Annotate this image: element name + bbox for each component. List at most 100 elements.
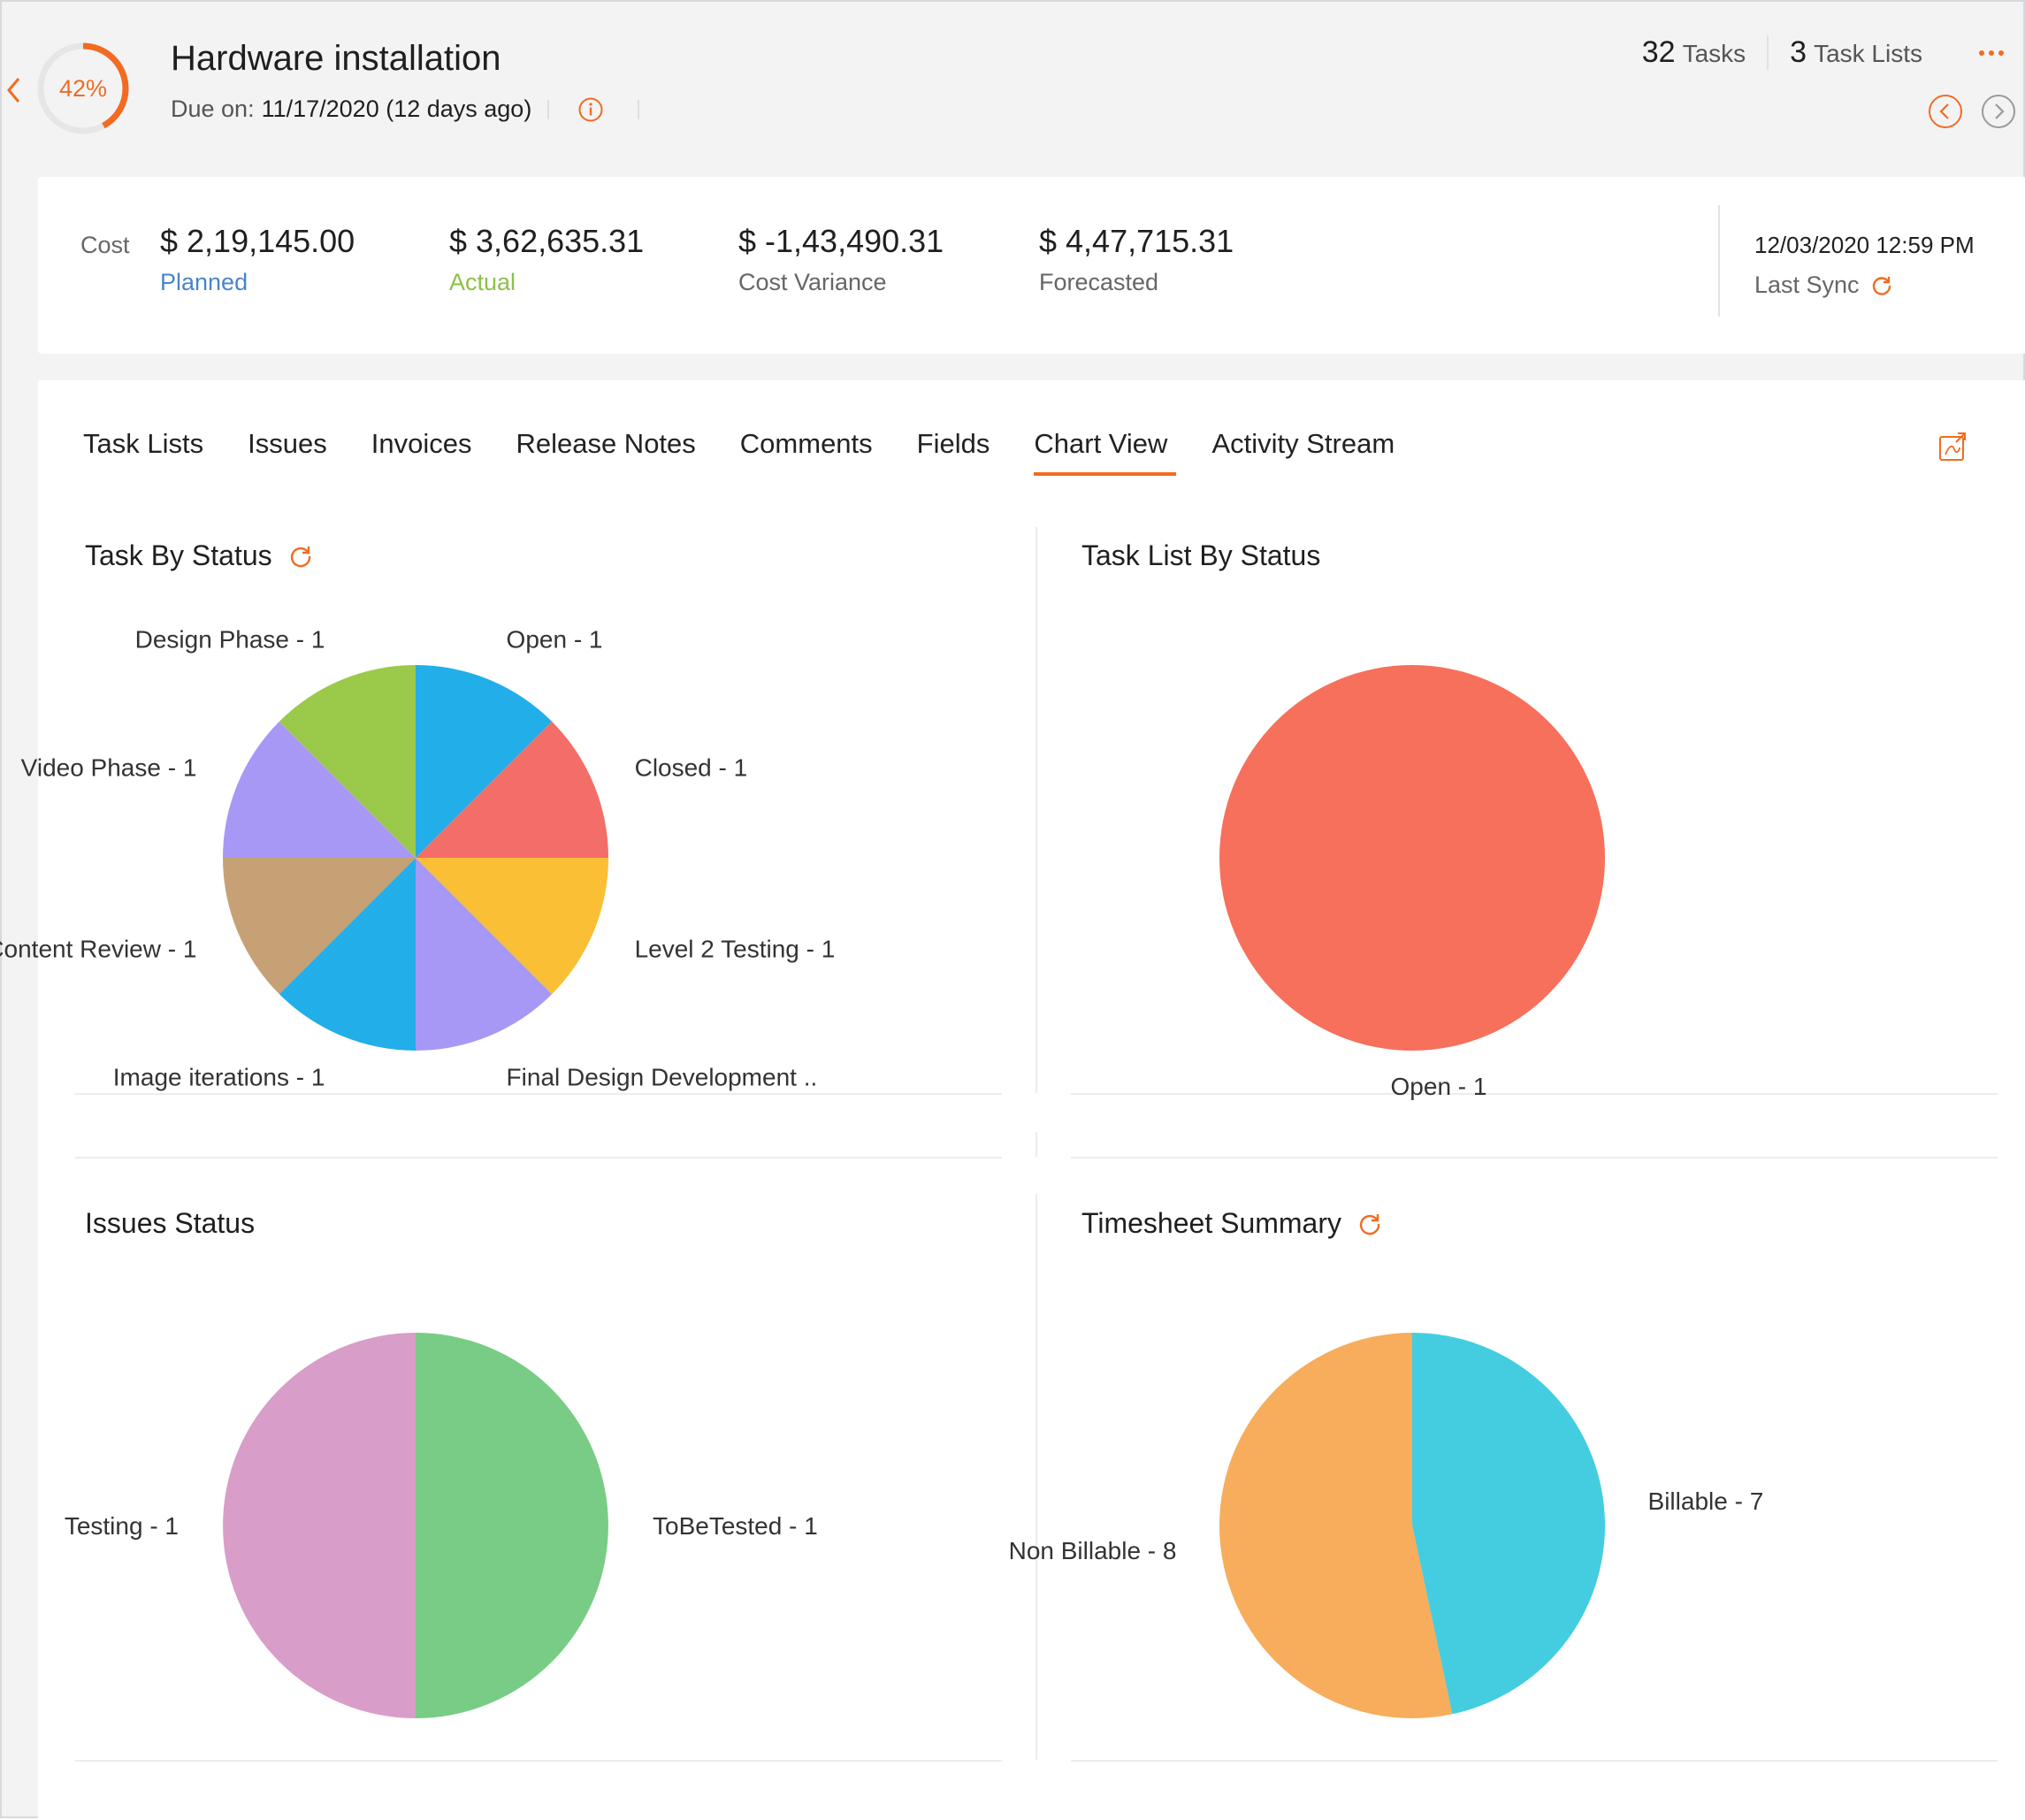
more-options-icon[interactable] [1977, 46, 2006, 60]
progress-percent: 42% [58, 74, 108, 102]
tab-task-lists[interactable]: Task Lists [83, 428, 204, 459]
export-pdf-icon[interactable] [1937, 430, 1970, 463]
last-sync: 12/03/2020 12:59 PM Last Sync [1754, 232, 1975, 299]
cost-variance-label: Cost Variance [738, 269, 887, 295]
divider [1071, 1093, 1998, 1095]
pie-slice-label: Testing - 1 [65, 1512, 179, 1540]
tasks-count-label: Tasks [1682, 40, 1746, 67]
pie-slice[interactable] [416, 858, 608, 995]
divider [1071, 1760, 1998, 1762]
tasklists-count-number: 3 [1790, 35, 1807, 69]
divider [638, 99, 640, 119]
project-counts: 32 Tasks 3 Task Lists [1621, 35, 1944, 70]
divider [1071, 1157, 1998, 1159]
pie-slice[interactable] [416, 1333, 608, 1718]
planned-cost: $ 2,19,145.00 Planned [160, 223, 355, 296]
tasklists-count[interactable]: 3 Task Lists [1767, 35, 1944, 70]
pie-slice[interactable] [223, 721, 416, 858]
pie-slice-label: Content Review - 1 [0, 936, 196, 963]
pie-chart: Billable - 7 Non Billable - 8 [1009, 1333, 1763, 1718]
tasks-count-number: 32 [1641, 35, 1676, 69]
due-date-row: Due on: 11/17/2020 (12 days ago) [171, 96, 640, 123]
pie-slice[interactable] [279, 665, 416, 858]
chart-issues-status: Issues Status ToBeTested - 1 Testing - 1 [65, 1207, 1002, 1755]
pie-chart: ToBeTested - 1 Testing - 1 [65, 1333, 818, 1718]
pie-slice[interactable] [1219, 1333, 1453, 1718]
pie-slice-label: Open - 1 [1391, 1073, 1487, 1100]
cost-variance-value: $ -1,43,490.31 [738, 223, 944, 259]
pie-slice-label: ToBeTested - 1 [653, 1512, 818, 1540]
pie-slice[interactable] [223, 1333, 416, 1718]
actual-cost-label: Actual [449, 269, 516, 295]
progress-ring: 42% [35, 41, 131, 136]
pie-slice-label: Image iterations - 1 [113, 1064, 325, 1091]
tab-invoices[interactable]: Invoices [371, 428, 472, 459]
divider [1035, 527, 1037, 1093]
chart-title-row: Issues Status [85, 1207, 255, 1240]
tab-release-notes[interactable]: Release Notes [516, 428, 696, 459]
last-sync-label: Last Sync [1754, 271, 1860, 298]
cost-variance: $ -1,43,490.31 Cost Variance [738, 223, 944, 296]
previous-project-icon[interactable] [1928, 94, 1963, 129]
last-sync-time: 12/03/2020 12:59 PM [1754, 232, 1975, 258]
sync-icon[interactable] [1870, 274, 1893, 297]
forecasted-cost: $ 4,47,715.31 Forecasted [1039, 223, 1234, 296]
divider [75, 1760, 1002, 1762]
forecasted-cost-value: $ 4,47,715.31 [1039, 223, 1234, 259]
cost-summary-card: Cost $ 2,19,145.00 Planned $ 3,62,635.31… [38, 177, 2025, 354]
pie-slice[interactable] [416, 665, 553, 858]
pie-slice[interactable] [279, 858, 416, 1051]
chart-title-row: Task List By Status [1081, 539, 1320, 572]
chart-title: Task By Status [85, 539, 272, 571]
pie-slice[interactable] [416, 721, 608, 858]
pie-slice-label: Design Phase - 1 [135, 625, 325, 653]
tab-issues[interactable]: Issues [248, 428, 327, 459]
pie-slice[interactable] [223, 858, 416, 995]
actual-cost: $ 3,62,635.31 Actual [449, 223, 644, 296]
divider [1718, 205, 1720, 317]
cost-label: Cost [80, 232, 130, 258]
pie-slice-label: Non Billable - 8 [1009, 1537, 1177, 1564]
pie-chart: Open - 1 [1219, 665, 1605, 1100]
project-title: Hardware installation [171, 39, 501, 78]
pie-slice-label: Level 2 Testing - 1 [635, 936, 836, 963]
pie-slice[interactable] [416, 858, 553, 1051]
pie-slice-label: Final Design Development .. [507, 1064, 818, 1091]
divider [75, 1093, 1002, 1095]
tab-comments[interactable]: Comments [739, 428, 873, 459]
due-value: 11/17/2020 (12 days ago) [261, 96, 532, 122]
forecasted-cost-label: Forecasted [1039, 269, 1159, 295]
due-label: Due on: [171, 96, 255, 122]
main-panel: Task Lists Issues Invoices Release Notes… [0, 380, 2025, 1820]
divider [547, 99, 550, 119]
tasklists-count-label: Task Lists [1814, 40, 1922, 67]
chart-title: Issues Status [85, 1207, 256, 1239]
chart-task-list-by-status: Task List By Status Open - 1 [1072, 539, 1998, 1100]
back-button[interactable] [2, 71, 25, 110]
chevron-left-icon [7, 78, 20, 103]
chart-title: Task List By Status [1081, 539, 1321, 571]
planned-cost-value: $ 2,19,145.00 [160, 223, 355, 259]
tab-fields[interactable]: Fields [916, 428, 990, 459]
chart-title-row: Timesheet Summary [1081, 1207, 1382, 1240]
next-project-icon[interactable] [1981, 94, 2016, 129]
chart-title: Timesheet Summary [1081, 1207, 1341, 1239]
pie-slice[interactable] [1219, 665, 1605, 1051]
pie-slice[interactable] [1412, 1333, 1605, 1715]
chart-title-row: Task By Status [85, 539, 313, 572]
tab-activity-stream[interactable]: Activity Stream [1211, 428, 1395, 459]
divider [75, 1157, 1002, 1159]
last-sync-row: Last Sync [1754, 271, 1975, 299]
refresh-icon[interactable] [288, 544, 313, 569]
tab-chart-view[interactable]: Chart View [1034, 428, 1177, 476]
divider [1035, 1194, 1037, 1760]
tab-bar: Task Lists Issues Invoices Release Notes… [83, 428, 1439, 476]
info-icon[interactable] [577, 96, 604, 123]
actual-cost-value: $ 3,62,635.31 [449, 223, 645, 259]
chart-timesheet-summary: Timesheet Summary Billable - 7 Non Billab… [1009, 1207, 1998, 1755]
refresh-icon[interactable] [1357, 1212, 1382, 1236]
pie-slice-label: Video Phase - 1 [21, 753, 197, 781]
planned-cost-label: Planned [160, 269, 248, 295]
tasks-count[interactable]: 32 Tasks [1621, 35, 1767, 70]
pie-chart: Open - 1 Closed - 1 Level 2 Testing - 1 Fin… [0, 625, 836, 1091]
